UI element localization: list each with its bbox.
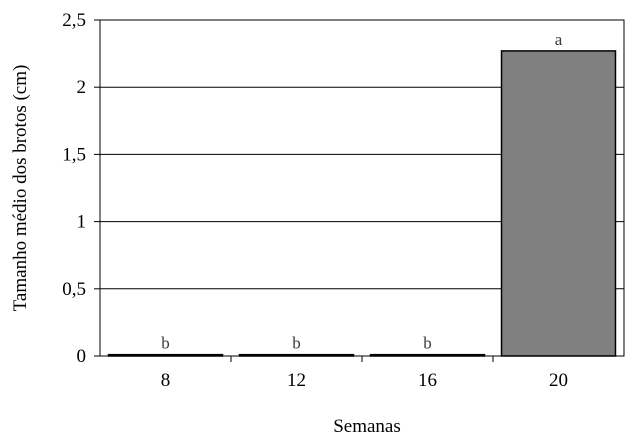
y-axis-title: Tamanho médio dos brotos (cm) — [10, 65, 31, 312]
y-tick-label: 2 — [77, 77, 87, 98]
y-tick-label: 2,5 — [62, 10, 86, 31]
x-tick-label: 16 — [418, 370, 437, 391]
data-label: b — [292, 334, 301, 353]
y-ticks: 0 0,5 1 1,5 2 2,5 — [62, 10, 100, 367]
bars — [107, 50, 617, 357]
x-axis-title: Semanas — [333, 416, 401, 435]
y-tick-label: 1,5 — [62, 144, 86, 165]
data-label: b — [161, 334, 170, 353]
x-tick-label: 8 — [161, 370, 171, 391]
x-tick-label: 20 — [549, 370, 568, 391]
y-tick-label: 0 — [77, 346, 87, 367]
x-ticks: 8 12 16 20 — [161, 356, 568, 391]
data-label: b — [423, 334, 432, 353]
data-label: a — [555, 30, 563, 49]
y-tick-label: 0,5 — [62, 279, 86, 300]
bar — [500, 50, 617, 357]
y-tick-label: 1 — [77, 212, 87, 233]
data-labels: b b b a — [161, 30, 562, 353]
x-tick-label: 12 — [287, 370, 306, 391]
